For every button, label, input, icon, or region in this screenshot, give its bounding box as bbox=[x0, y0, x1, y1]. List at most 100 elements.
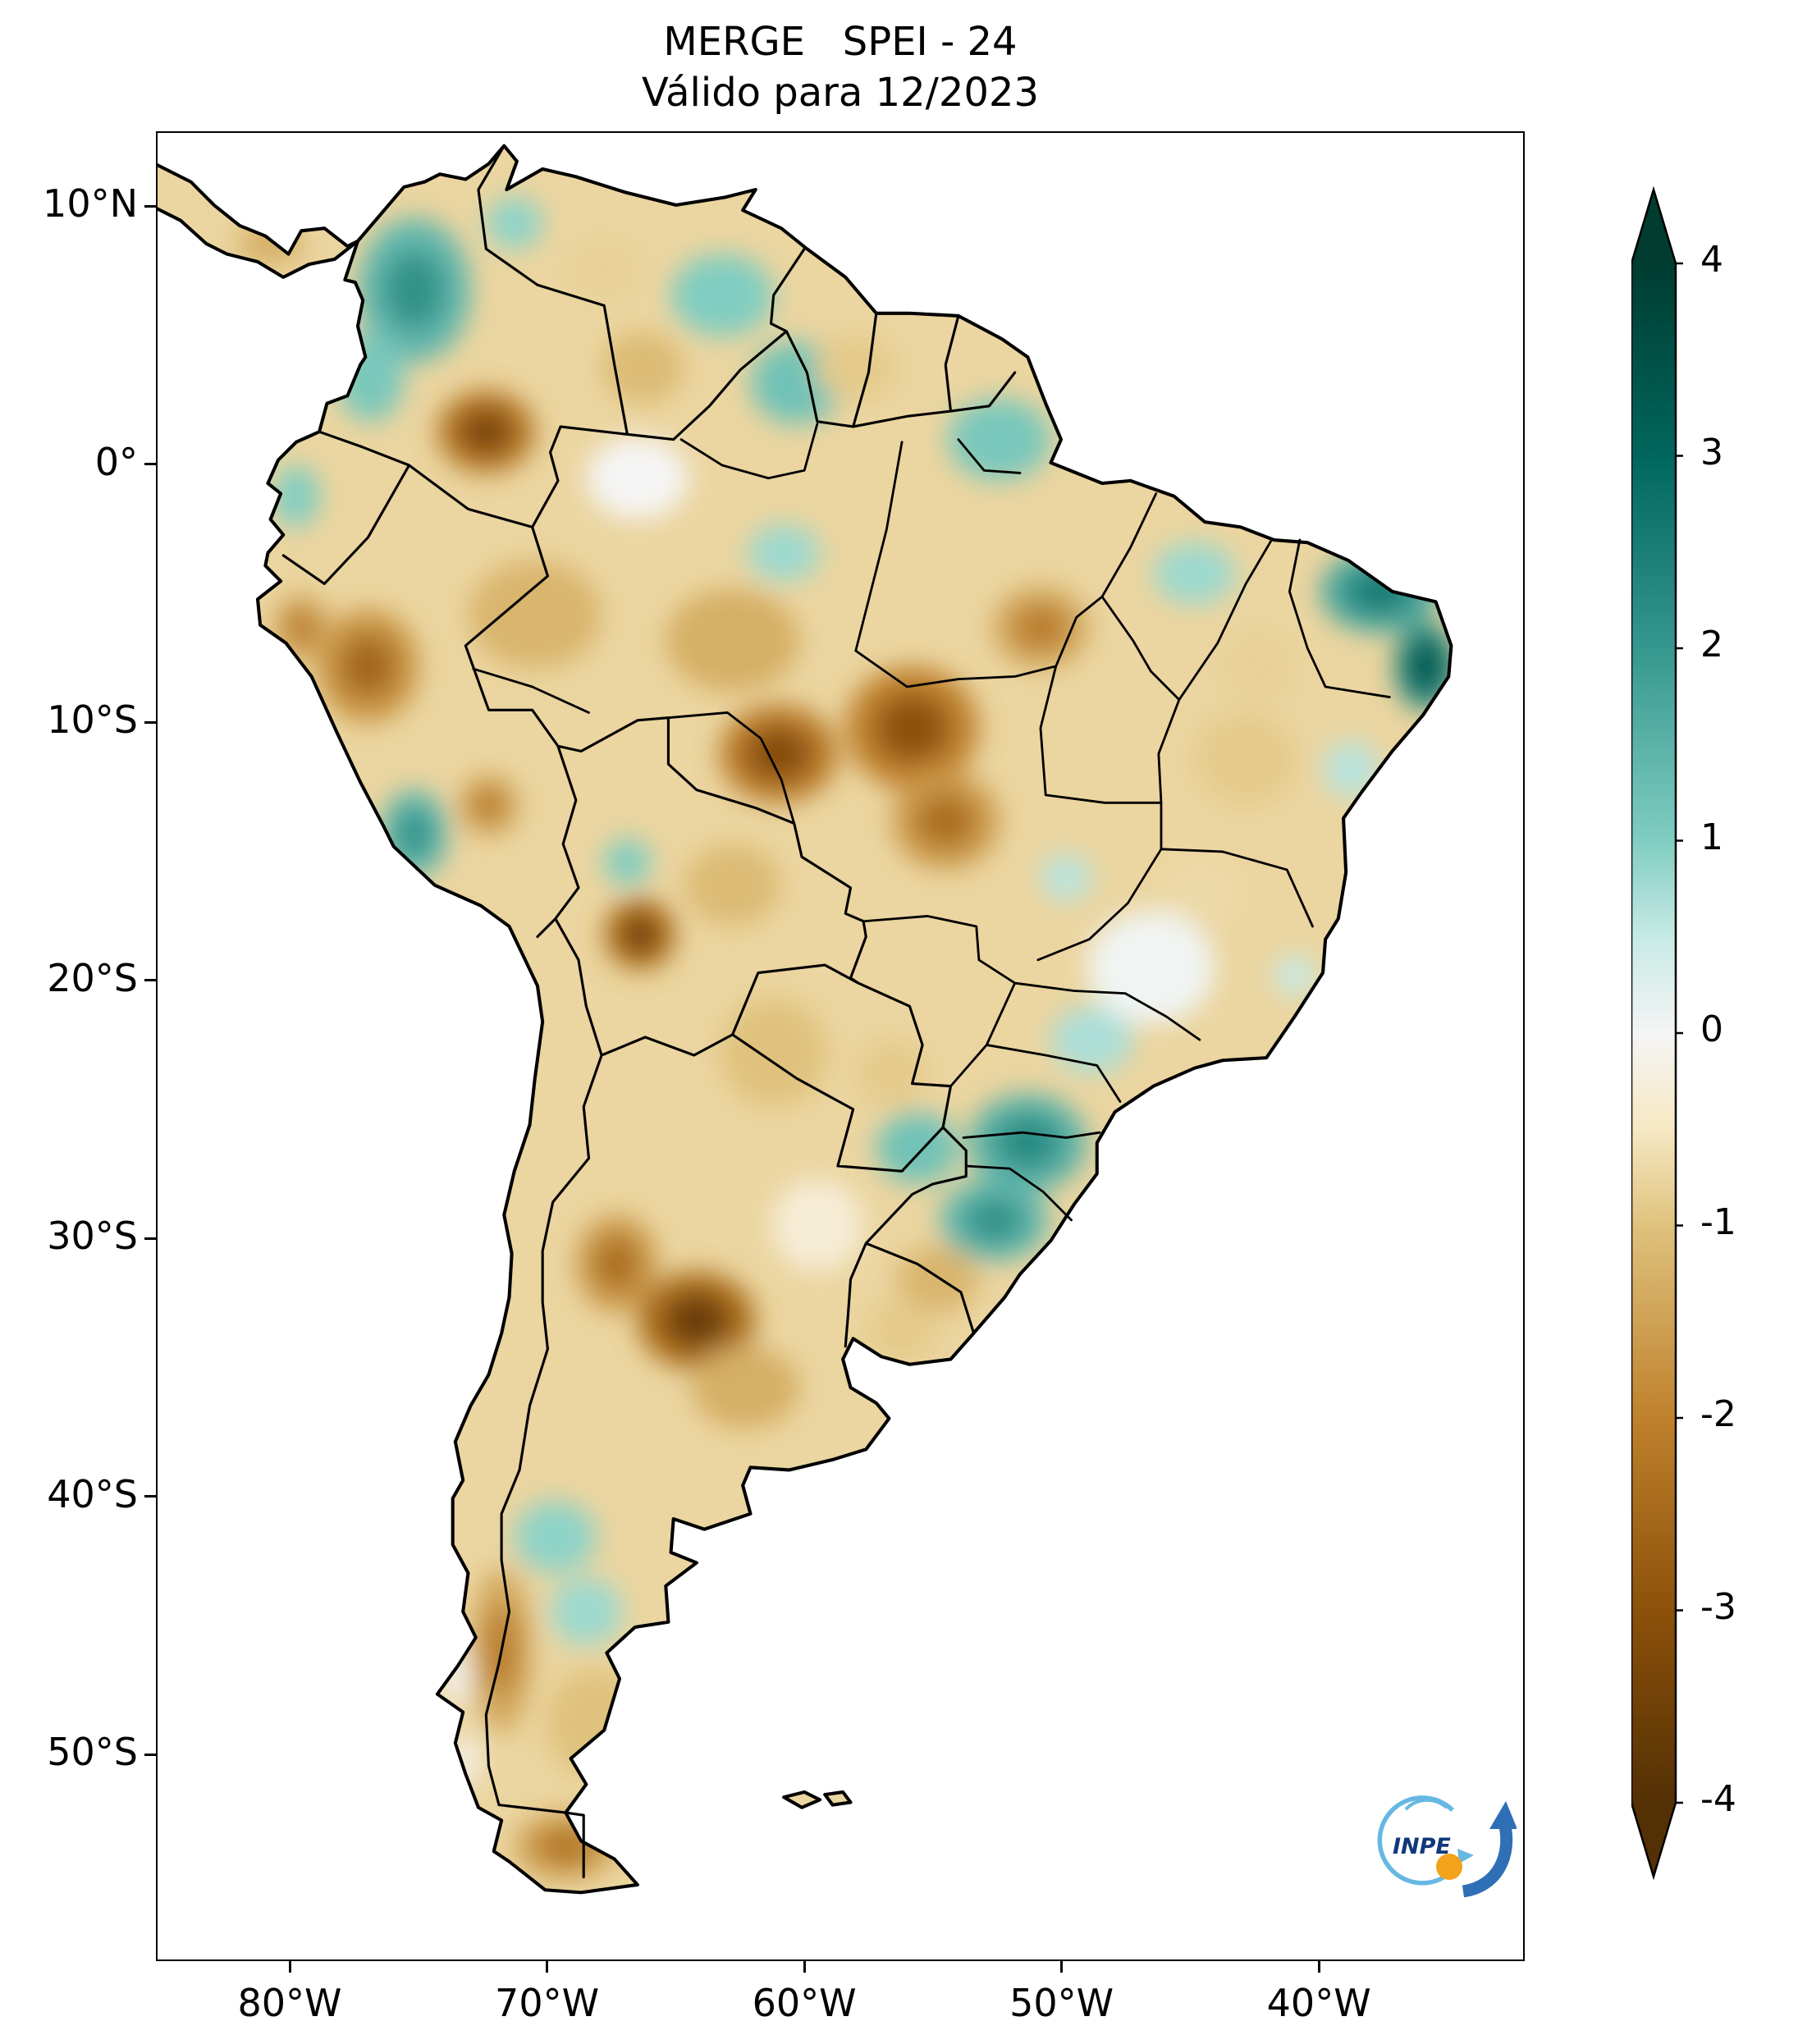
figure-title-block: MERGE SPEI - 24 Válido para 12/2023 bbox=[156, 16, 1525, 118]
x-axis-tick-label: 70°W bbox=[495, 1981, 600, 2025]
colorbar-tick-label: 1 bbox=[1700, 816, 1723, 858]
coastline bbox=[782, 1790, 822, 1809]
spei-region-bolivia-santa-cruz bbox=[604, 839, 651, 885]
spei-region-east-para bbox=[1013, 605, 1068, 651]
spei-region-north-patagonia bbox=[514, 1501, 597, 1574]
spei-region-goias bbox=[1040, 854, 1092, 901]
y-axis-tick bbox=[144, 1495, 156, 1498]
spei-region-uruguay bbox=[866, 1300, 938, 1362]
x-axis-tick bbox=[803, 1961, 806, 1973]
map-plot-area: INPE bbox=[156, 131, 1525, 1961]
spei-region-piaui-interior bbox=[1219, 627, 1297, 705]
spei-region-west-amazon bbox=[468, 560, 602, 670]
spei-region-pernambuco-coast bbox=[1408, 642, 1443, 691]
x-axis-tick bbox=[288, 1961, 291, 1973]
y-axis-tick bbox=[144, 720, 156, 724]
spei-region-central-amazon bbox=[748, 524, 820, 582]
figure-title: MERGE SPEI - 24 bbox=[663, 19, 1018, 65]
spei-region-rio-grande-do-sul bbox=[964, 1197, 1024, 1243]
x-axis-tick bbox=[1060, 1961, 1064, 1973]
spei-region-east-brazil-neutral bbox=[1087, 911, 1215, 1025]
colorbar-tick-label: 3 bbox=[1700, 431, 1723, 473]
spei-region-south-venezuela bbox=[602, 331, 684, 404]
spei-region-cordoba-argentina bbox=[664, 1293, 730, 1348]
y-axis-tick bbox=[144, 463, 156, 466]
colorbar-extend-bottom bbox=[1631, 1803, 1676, 1877]
spei-region-mato-grosso-north bbox=[875, 693, 949, 762]
colorbar-tick-label: 0 bbox=[1700, 1008, 1723, 1050]
colorbar bbox=[1631, 185, 1683, 1881]
colorbar-tick-label: -1 bbox=[1700, 1200, 1736, 1243]
spei-region-venezuela-northeast bbox=[670, 254, 774, 337]
spei-region-central-patagonia bbox=[550, 1578, 623, 1645]
spei-region-parana-santa-catarina bbox=[995, 1115, 1060, 1170]
brazil-state-borders bbox=[472, 423, 1391, 1222]
y-axis-tick-label: 40°S bbox=[47, 1471, 138, 1516]
spei-region-mato-grosso bbox=[916, 793, 976, 848]
spei-region-peru-southeast bbox=[471, 788, 506, 823]
inpe-logo-text: INPE bbox=[1393, 1834, 1451, 1859]
spei-region-patagonia-coast bbox=[545, 1668, 643, 1777]
spei-region-bahia-interior bbox=[1194, 712, 1297, 806]
spei-region-bolivia-lowlands bbox=[684, 844, 782, 927]
y-axis-tick-label: 30°S bbox=[47, 1214, 138, 1259]
x-axis-tick-label: 80°W bbox=[237, 1981, 342, 2025]
inpe-logo-orange-dot bbox=[1436, 1854, 1462, 1880]
spei-region-north-minas-gerais bbox=[1158, 857, 1241, 930]
coastline bbox=[255, 144, 1453, 1895]
coastline-outline bbox=[158, 144, 1453, 1895]
spei-region-central-amazon-south bbox=[666, 588, 799, 693]
x-axis-tick-label: 40°W bbox=[1266, 1981, 1371, 2025]
colorbar-tick-label: 4 bbox=[1700, 239, 1723, 281]
spei-region-amapa-north-para bbox=[948, 398, 1051, 481]
inpe-logo-arrow-icon bbox=[1462, 1801, 1517, 1898]
x-axis-tick-label: 50°W bbox=[1009, 1981, 1114, 2025]
spei-region-bolivia-andes bbox=[620, 914, 661, 954]
spei-region-colombia-pacific bbox=[336, 333, 405, 422]
spei-region-southeast-colombia bbox=[459, 409, 514, 455]
spei-region-venezuela-llanos bbox=[563, 238, 646, 301]
x-axis-tick-label: 60°W bbox=[752, 1981, 857, 2025]
x-axis-tick bbox=[546, 1961, 549, 1973]
spei-region-ceara-coast bbox=[1347, 569, 1412, 615]
spei-region-colombia-andes bbox=[382, 250, 446, 330]
country-state-borders bbox=[281, 144, 1391, 1879]
y-axis-tick-label: 0° bbox=[94, 439, 138, 484]
colorbar-gradient-body bbox=[1631, 263, 1676, 1803]
spei-region-peru-south-andes bbox=[396, 809, 433, 858]
spei-region-cuyo-argentina bbox=[594, 1237, 640, 1292]
colorbar-tick-label: -4 bbox=[1700, 1778, 1736, 1820]
spei-region-pampa bbox=[691, 1346, 799, 1429]
spei-region-maracaibo-venezuela bbox=[486, 197, 543, 249]
spei-region-north-peru bbox=[340, 634, 396, 697]
colorbar-tick-label: -3 bbox=[1700, 1585, 1736, 1628]
colorbar-tick-label: -2 bbox=[1700, 1393, 1736, 1435]
y-axis-tick bbox=[144, 1237, 156, 1240]
colorbar-extend-top bbox=[1631, 190, 1676, 263]
y-axis-tick-label: 10°N bbox=[43, 181, 138, 226]
spei-region-espirito-santo-coast bbox=[1274, 954, 1315, 996]
spei-region-paraguay-east bbox=[855, 1040, 928, 1107]
figure-subtitle: Válido para 12/2023 bbox=[642, 70, 1039, 116]
y-axis-tick-label: 10°S bbox=[47, 697, 138, 743]
spei-region-guyana-interior bbox=[814, 333, 897, 401]
spei-region-peru-coast bbox=[286, 609, 318, 647]
south-america-landmass bbox=[257, 145, 1452, 1893]
inpe-logo: INPE bbox=[1377, 1795, 1517, 1898]
y-axis-tick-label: 50°S bbox=[47, 1730, 138, 1775]
y-axis-tick bbox=[144, 1753, 156, 1756]
country-borders bbox=[281, 144, 1017, 1879]
spei-region-tierra-del-fuego bbox=[537, 1827, 594, 1865]
south-america-map bbox=[158, 144, 1453, 1895]
spei-region-misiones-east-paraguay bbox=[876, 1112, 958, 1184]
central-america-strip bbox=[158, 165, 358, 277]
spei-region-bahia-coast bbox=[1323, 740, 1379, 798]
coastline bbox=[158, 162, 360, 279]
y-axis-tick-label: 20°S bbox=[47, 955, 138, 1000]
spei-region-sao-paulo-interior bbox=[1050, 1006, 1133, 1073]
colorbar-tick-label: 2 bbox=[1700, 624, 1723, 665]
x-axis-tick bbox=[1317, 1961, 1320, 1973]
spei-region-argentina-northeast bbox=[771, 1178, 864, 1272]
spei-region-chaco bbox=[719, 998, 828, 1107]
